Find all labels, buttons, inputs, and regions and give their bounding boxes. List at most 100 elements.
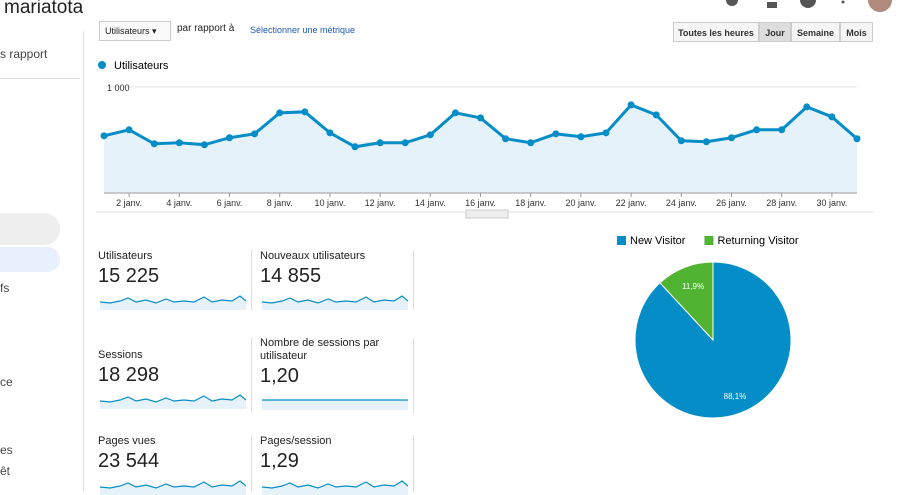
x-tick-label: 28 janv. [766,198,797,208]
sparkline [262,480,408,495]
point [602,129,610,137]
pie-slice [659,261,714,342]
nav-item[interactable]: s rapport [0,47,48,61]
x-tick-label: 8 janv. [267,198,293,208]
topbar [83,0,909,20]
nav-active[interactable] [0,247,60,272]
legend-swatch [617,236,626,245]
nav-item[interactable]: ce [0,375,13,389]
legend-label: New Visitor [630,235,686,247]
expand-handle[interactable] [465,209,509,219]
sparkline [262,399,408,410]
point [502,135,510,143]
sparkline-line [100,480,246,489]
point [652,111,660,119]
point [778,126,786,134]
point [627,101,635,109]
point [828,113,836,121]
bell-icon[interactable] [726,0,738,6]
sparkline-line [262,295,408,304]
sparkline-area [262,481,408,495]
point [301,108,309,116]
dropdown-text[interactable]: Utilisateurs [105,26,150,36]
x-tick-label: 20 janv. [565,198,596,208]
metric-value: 23 544 [98,450,160,472]
period-button[interactable]: Jour [759,22,791,42]
metric-value: 15 225 [98,265,160,287]
sparkline-area [100,481,246,495]
point [803,103,811,111]
sparkline-area [100,296,246,310]
metric-value: 14 855 [260,265,322,287]
sparkline [100,394,246,409]
point [100,132,108,140]
point [226,134,233,142]
point [728,134,735,142]
point [527,139,535,147]
metric-label: Nombre de sessions par utilisateur [260,337,380,362]
x-tick-label: 4 janv. [166,198,192,208]
metric-value: 18 298 [98,364,160,386]
sparkline-line [100,295,246,304]
metric-dropdown[interactable]: Utilisateurs ▾ [99,21,171,41]
point [577,133,585,141]
help-icon[interactable] [800,0,816,8]
nav-item[interactable]: fs [0,281,10,295]
sparkline [262,295,408,310]
metric-label: Nouveaux utilisateurs [260,250,366,262]
point [251,130,259,138]
slice-label: 88,1% [724,392,747,401]
x-tick-label: 10 janv. [314,198,345,208]
x-tick-label: 12 janv. [365,198,396,208]
menu-icon[interactable] [841,0,845,4]
point [753,126,761,134]
x-tick-label: 30 janv. [816,198,847,208]
period-button[interactable]: Toutes les heures [673,22,759,42]
y-tick-label: 1 000 [107,83,130,93]
area [104,104,857,193]
point [276,109,284,117]
nav-highlight [0,213,60,245]
legend-label: Utilisateurs [114,60,169,72]
divider [413,435,414,492]
top-icons [726,0,892,12]
divider [251,338,252,413]
x-tick-label: 24 janv. [666,198,697,208]
point [677,137,685,145]
point [477,114,484,122]
x-tick-label: 16 janv. [465,198,496,208]
metric-label: Pages vues [98,435,156,447]
divider [251,250,252,310]
x-tick-label: 22 janv. [616,198,647,208]
period-button[interactable]: Mois [840,22,873,42]
sparkline-area [262,296,408,310]
metric-label: Pages/session [260,435,332,447]
period-button[interactable]: Semaine [791,22,840,42]
point [200,141,208,149]
nav-item[interactable]: es [0,443,13,457]
x-tick-label: 18 janv. [515,198,546,208]
sparkline [100,295,246,310]
select-link[interactable]: Sélectionner une métrique [250,25,356,35]
apps-icon[interactable] [767,2,777,8]
point [401,139,409,147]
avatar[interactable] [868,0,892,12]
pie-chart: New Visitor Returning Visitor 88,1% 11,9% [617,235,799,419]
point [351,143,359,151]
compare-text: par rapport à [177,23,235,34]
point [376,139,384,147]
divider [251,435,252,492]
point [326,129,334,137]
legend-swatch [704,236,714,245]
sparkline [100,480,246,495]
slice-label: 11,9% [682,282,704,291]
x-tick-label: 14 janv. [415,198,446,208]
metric-label: Utilisateurs [98,250,153,262]
point [702,138,710,146]
divider [413,250,414,310]
divider [0,78,80,79]
x-tick-label: 2 janv. [116,198,142,208]
nav-item[interactable]: êt [0,464,11,478]
